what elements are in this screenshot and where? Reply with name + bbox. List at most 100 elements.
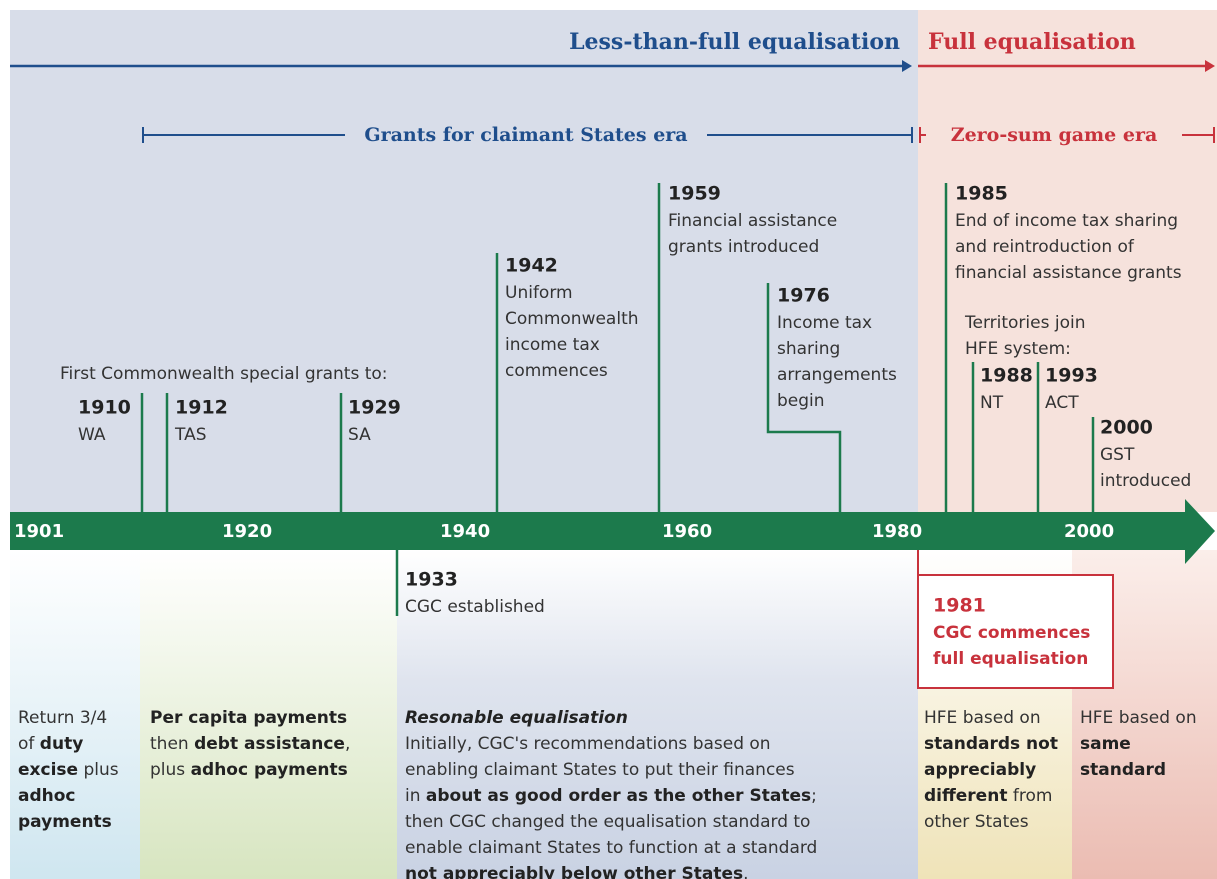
text-run: enable claimant States to function at a … [405, 838, 817, 858]
axis-label: 2000 [1064, 521, 1114, 542]
period-text: HFE based on [924, 708, 1041, 728]
event-text: sharing [777, 339, 840, 359]
event-text: Income tax [777, 313, 872, 333]
sub-era-title: Zero-sum game era [951, 124, 1158, 146]
text-run: HFE based on [924, 708, 1041, 728]
text-run: different [924, 786, 1007, 806]
period-text: standard [1080, 760, 1166, 780]
axis-label: 1980 [872, 521, 922, 542]
era-background [918, 10, 1217, 512]
event-year: 1910 [78, 397, 131, 419]
period-text: appreciably [924, 760, 1036, 780]
text-run: debt assistance [194, 734, 345, 754]
sub-era-bracket [919, 127, 1215, 143]
event-year: 1985 [955, 183, 1008, 205]
period-text: other States [924, 812, 1029, 832]
text-run: in [405, 786, 426, 806]
text-run: Per capita payments [150, 708, 347, 728]
event-text: Financial assistance [668, 211, 837, 231]
period-text: HFE based on [1080, 708, 1197, 728]
event-text: and reintroduction of [955, 237, 1135, 257]
text-run: Return 3/4 [18, 708, 107, 728]
event-text: End of income tax sharing [955, 211, 1178, 231]
period-text: adhoc [18, 786, 76, 806]
era-background [10, 10, 918, 512]
sub-era-bracket [142, 127, 913, 143]
event-text: SA [348, 425, 371, 445]
text-run: same [1080, 734, 1131, 754]
caption: Territories join [964, 313, 1085, 333]
text-run: standards not [924, 734, 1058, 754]
text-run: Initially, CGC's recommendations based o… [405, 734, 771, 754]
caption: First Commonwealth special grants to: [60, 364, 388, 384]
era-title: Full equalisation [928, 29, 1136, 55]
event-text: CGC commences [933, 623, 1090, 643]
text-run: of [18, 734, 40, 754]
event-year: 1976 [777, 285, 830, 307]
period-text: same [1080, 734, 1131, 754]
event-year: 1959 [668, 183, 721, 205]
timeline-arrow [10, 499, 1215, 564]
period-text: enabling claimant States to put their fi… [405, 760, 795, 780]
event-text: TAS [174, 425, 207, 445]
event-text: GST [1100, 445, 1135, 465]
period-text: Return 3/4 [18, 708, 107, 728]
event-year: 1993 [1045, 365, 1098, 387]
period-text: payments [18, 812, 112, 832]
text-run: Resonable equalisation [405, 708, 628, 728]
event-text: grants introduced [668, 237, 819, 257]
text-run: enabling claimant States to put their fi… [405, 760, 795, 780]
event-year: 1981 [933, 595, 986, 617]
axis-label: 1920 [222, 521, 272, 542]
text-run: HFE based on [1080, 708, 1197, 728]
event-text: full equalisation [933, 649, 1088, 669]
sub-era-title: Grants for claimant States era [364, 124, 687, 146]
event-text: income tax [505, 335, 600, 355]
event-year: 2000 [1100, 417, 1153, 439]
event-text: arrangements [777, 365, 897, 385]
text-run: , [345, 734, 350, 754]
event-year: 1912 [175, 397, 228, 419]
event-text: NT [980, 393, 1004, 413]
caption: HFE system: [965, 339, 1071, 359]
axis-label: 1940 [440, 521, 490, 542]
event-text: Commonwealth [505, 309, 639, 329]
period-text: not appreciably below other States. [405, 864, 749, 879]
era-title: Less-than-full equalisation [569, 29, 900, 55]
text-run: adhoc [18, 786, 76, 806]
event-text: introduced [1100, 471, 1191, 491]
period-text: then CGC changed the equalisation standa… [405, 812, 810, 832]
event-text: CGC established [405, 597, 545, 617]
period-text: then debt assistance, [150, 734, 350, 754]
text-run: plus [78, 760, 119, 780]
arrow-head [902, 60, 912, 72]
period-text: Resonable equalisation [405, 708, 628, 728]
event-year: 1933 [405, 569, 458, 591]
period-text: Initially, CGC's recommendations based o… [405, 734, 771, 754]
event-line [766, 283, 842, 512]
text-run: from [1007, 786, 1052, 806]
text-run: duty [40, 734, 83, 754]
event-text: ACT [1045, 393, 1079, 413]
event-year: 1929 [348, 397, 401, 419]
event-text: begin [777, 391, 825, 411]
period-text: different from [924, 786, 1052, 806]
text-run: standard [1080, 760, 1166, 780]
period-text: in about as good order as the other Stat… [405, 786, 817, 806]
text-run: . [743, 864, 748, 879]
period-text: plus adhoc payments [150, 760, 348, 780]
arrow-head [1205, 60, 1215, 72]
axis-label: 1960 [662, 521, 712, 542]
period-text: of duty [18, 734, 83, 754]
highlight-box [917, 574, 1114, 689]
text-run: ; [811, 786, 817, 806]
period-background [140, 550, 397, 879]
text-run: appreciably [924, 760, 1036, 780]
text-run: about as good order as the other States [426, 786, 811, 806]
period-text: Per capita payments [150, 708, 347, 728]
text-run: excise [18, 760, 78, 780]
text-run: not appreciably below other States [405, 864, 743, 879]
period-background [397, 550, 918, 879]
